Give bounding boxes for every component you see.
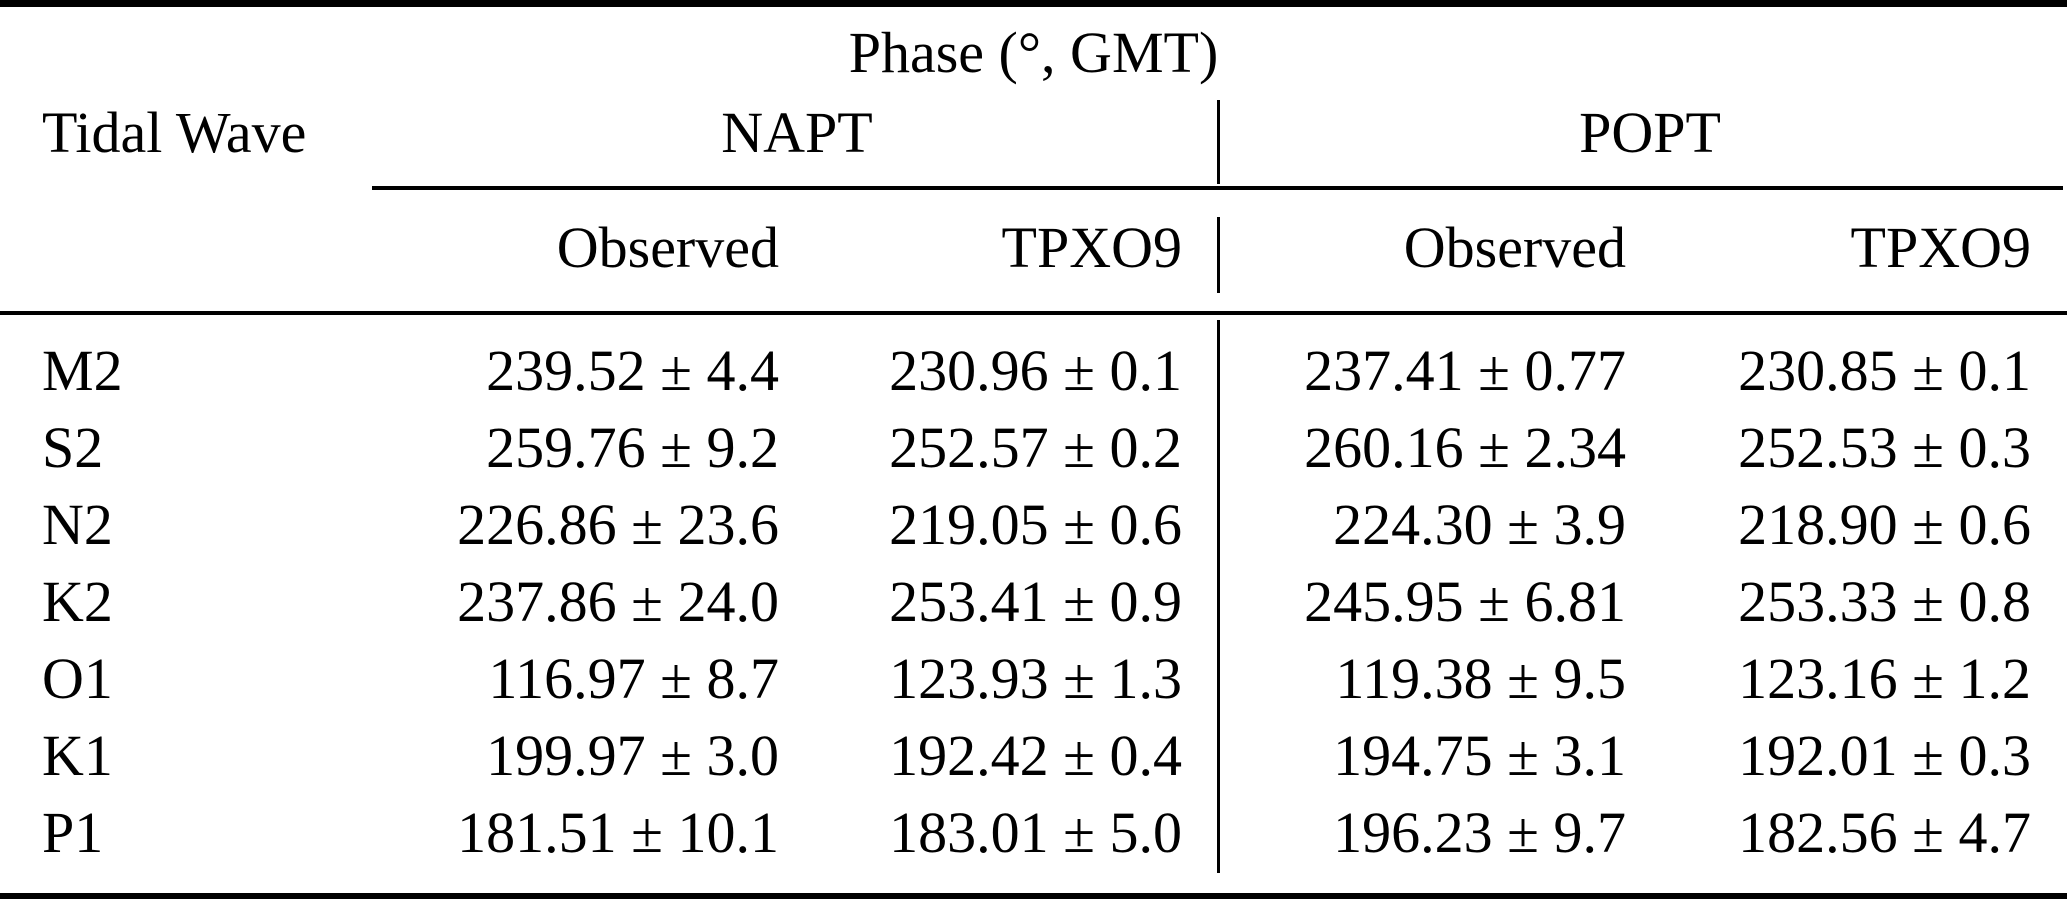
popt-observed-value: 245.95 ± 6.81 <box>1304 569 1626 634</box>
popt-tpxo9-value: 192.01 ± 0.3 <box>1738 723 2031 788</box>
popt-observed-value: 194.75 ± 3.1 <box>1333 723 1626 788</box>
napt-popt-divider-segment <box>1217 100 1220 184</box>
popt-tpxo9-value: 253.33 ± 0.8 <box>1738 569 2031 634</box>
column-header-napt-tpxo9: TPXO9 <box>1001 215 1182 280</box>
wave-label: K1 <box>42 723 113 788</box>
column-header-napt-observed: Observed <box>556 215 779 280</box>
bottom-rule <box>0 893 2067 899</box>
header-body-rule <box>0 311 2067 315</box>
column-header-popt-observed: Observed <box>1403 215 1626 280</box>
table-row: O1 116.97 ± 8.7 123.93 ± 1.3 119.38 ± 9.… <box>0 640 2067 717</box>
group-underline-rule <box>372 186 2063 190</box>
napt-tpxo9-value: 253.41 ± 0.9 <box>889 569 1182 634</box>
table-row: P1 181.51 ± 10.1 183.01 ± 5.0 196.23 ± 9… <box>0 794 2067 871</box>
group-label-popt: POPT <box>1579 100 1721 165</box>
table-row: N2 226.86 ± 23.6 219.05 ± 0.6 224.30 ± 3… <box>0 486 2067 563</box>
wave-label: M2 <box>42 338 123 403</box>
napt-observed-value: 226.86 ± 23.6 <box>457 492 779 557</box>
row-header-label: Tidal Wave <box>42 100 307 165</box>
wave-label: S2 <box>42 415 104 480</box>
napt-tpxo9-value: 219.05 ± 0.6 <box>889 492 1182 557</box>
napt-observed-value: 237.86 ± 24.0 <box>457 569 779 634</box>
column-header-row: Observed TPXO9 Observed TPXO9 <box>0 213 2067 283</box>
napt-observed-value: 259.76 ± 9.2 <box>486 415 779 480</box>
wave-label: K2 <box>42 569 113 634</box>
wave-label: P1 <box>42 800 104 865</box>
table-title: Phase (°, GMT) <box>848 20 1219 85</box>
wave-label: O1 <box>42 646 113 711</box>
column-header-popt-tpxo9: TPXO9 <box>1850 215 2031 280</box>
napt-observed-value: 116.97 ± 8.7 <box>488 646 779 711</box>
napt-tpxo9-value: 192.42 ± 0.4 <box>889 723 1182 788</box>
top-rule <box>0 0 2067 7</box>
napt-observed-value: 199.97 ± 3.0 <box>486 723 779 788</box>
napt-tpxo9-value: 230.96 ± 0.1 <box>889 338 1182 403</box>
napt-tpxo9-value: 183.01 ± 5.0 <box>889 800 1182 865</box>
table-row: K2 237.86 ± 24.0 253.41 ± 0.9 245.95 ± 6… <box>0 563 2067 640</box>
napt-observed-value: 181.51 ± 10.1 <box>457 800 779 865</box>
popt-observed-value: 260.16 ± 2.34 <box>1304 415 1626 480</box>
table-row: K1 199.97 ± 3.0 192.42 ± 0.4 194.75 ± 3.… <box>0 717 2067 794</box>
group-label-napt: NAPT <box>721 100 873 165</box>
popt-tpxo9-value: 218.90 ± 0.6 <box>1738 492 2031 557</box>
wave-label: N2 <box>42 492 113 557</box>
popt-observed-value: 196.23 ± 9.7 <box>1333 800 1626 865</box>
popt-observed-value: 119.38 ± 9.5 <box>1335 646 1626 711</box>
popt-observed-value: 224.30 ± 3.9 <box>1333 492 1626 557</box>
napt-observed-value: 239.52 ± 4.4 <box>486 338 779 403</box>
popt-tpxo9-value: 230.85 ± 0.1 <box>1738 338 2031 403</box>
napt-popt-divider-segment <box>1217 320 1220 873</box>
popt-tpxo9-value: 252.53 ± 0.3 <box>1738 415 2031 480</box>
popt-observed-value: 237.41 ± 0.77 <box>1304 338 1626 403</box>
napt-tpxo9-value: 252.57 ± 0.2 <box>889 415 1182 480</box>
table-row: M2 239.52 ± 4.4 230.96 ± 0.1 237.41 ± 0.… <box>0 332 2067 409</box>
group-header-row: Tidal Wave NAPT POPT <box>0 98 2067 168</box>
napt-tpxo9-value: 123.93 ± 1.3 <box>889 646 1182 711</box>
popt-tpxo9-value: 182.56 ± 4.7 <box>1738 800 2031 865</box>
table-row: S2 259.76 ± 9.2 252.57 ± 0.2 260.16 ± 2.… <box>0 409 2067 486</box>
popt-tpxo9-value: 123.16 ± 1.2 <box>1738 646 2031 711</box>
napt-popt-divider-segment <box>1217 217 1220 293</box>
